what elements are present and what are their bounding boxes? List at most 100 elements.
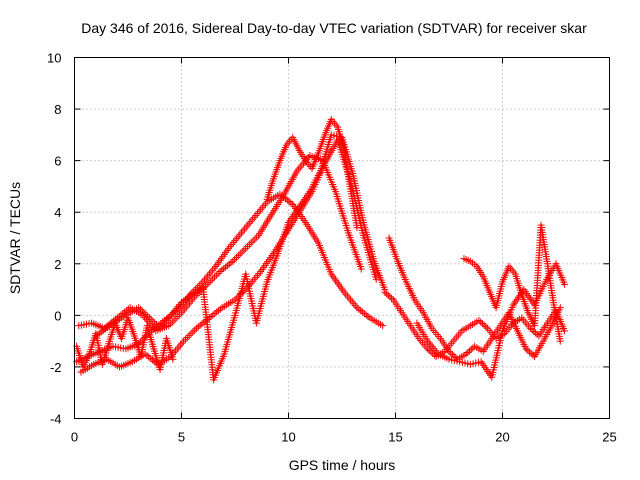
x-tick-label: 15 [388,430,402,445]
data-point [212,271,220,279]
data-point [172,347,180,355]
data-point [226,242,234,250]
series-track-8 [413,260,569,381]
data-point [187,330,195,338]
data-point [556,304,564,312]
x-tick-label: 10 [281,430,295,445]
data-point [237,229,245,237]
data-point [238,248,246,256]
data-point [386,293,394,301]
y-tick-label: 0 [54,308,61,323]
data-point [475,317,483,325]
data-point [231,255,239,263]
data-point [425,346,433,354]
data-point [242,244,250,252]
data-point [253,210,261,218]
y-tick-label: 4 [54,205,61,220]
data-point [383,290,391,298]
data-point [477,318,485,326]
x-tick-label: 20 [495,430,509,445]
data-point [234,233,242,241]
data-point [241,225,249,233]
data-point [255,269,263,277]
data-point [351,302,359,310]
data-point [331,119,339,127]
data-point [253,233,261,241]
series-track-7 [385,234,564,363]
y-tick-label: 8 [54,102,61,117]
series-track-9 [460,221,564,345]
data-point [480,321,488,329]
data-point [252,273,260,281]
data-point [464,348,472,356]
data-point [231,237,239,245]
series-track-5 [263,115,361,232]
data-point [240,246,248,254]
data-point [556,337,564,345]
x-tick-label: 0 [71,430,78,445]
data-point [250,213,258,221]
data-point [247,239,255,247]
y-axis-title: SDTVAR / TECUs [7,182,23,294]
data-point [140,309,148,317]
data-point [353,224,361,232]
y-tick-label: 6 [54,154,61,169]
data-point [533,330,541,338]
data-point [135,304,143,312]
data-point [251,235,259,243]
y-tick-label: 10 [47,51,61,66]
data-point [209,266,217,274]
data-point [239,227,247,235]
data-point [462,350,470,358]
data-point [181,335,189,343]
data-point [372,275,380,283]
data-point [210,264,218,272]
data-point [261,200,269,208]
data-points-layer [73,115,569,384]
data-point [175,343,183,351]
data-point [531,329,539,337]
data-point [527,350,535,358]
data-point [478,320,486,328]
x-tick-label: 5 [178,430,185,445]
ticks-layer: 0 5 10 15 20 25 -4 -2 0 2 4 6 8 10 [47,51,617,445]
data-point [253,271,261,279]
data-point [343,292,351,300]
data-point [169,355,177,363]
data-point [247,217,255,225]
data-point [233,254,241,262]
data-point [236,250,244,258]
x-axis-title: GPS time / hours [289,457,396,473]
data-point [424,345,432,353]
data-point [255,208,263,216]
data-point [561,280,569,288]
data-point [250,275,258,283]
data-point [384,291,392,299]
y-tick-label: -4 [50,412,62,427]
grid-layer [74,57,610,419]
data-point [138,307,146,315]
data-point [448,351,456,359]
data-point [529,351,537,359]
data-point [180,337,188,345]
data-point [561,327,569,335]
data-point [151,319,159,327]
data-point [526,324,534,332]
data-point [147,316,155,324]
data-point [142,310,150,318]
plot-frame [74,57,610,419]
chart-title: Day 346 of 2016, Sidereal Day-to-day VTE… [81,20,587,36]
data-point [357,265,365,273]
data-point [178,339,186,347]
data-point [173,345,181,353]
data-point [258,204,266,212]
data-point [233,235,241,243]
data-point [145,314,153,322]
data-point [350,300,358,308]
data-point [296,163,304,171]
data-point [522,345,530,353]
data-point [260,202,268,210]
data-point [229,239,237,247]
series-track-10 [73,314,177,374]
